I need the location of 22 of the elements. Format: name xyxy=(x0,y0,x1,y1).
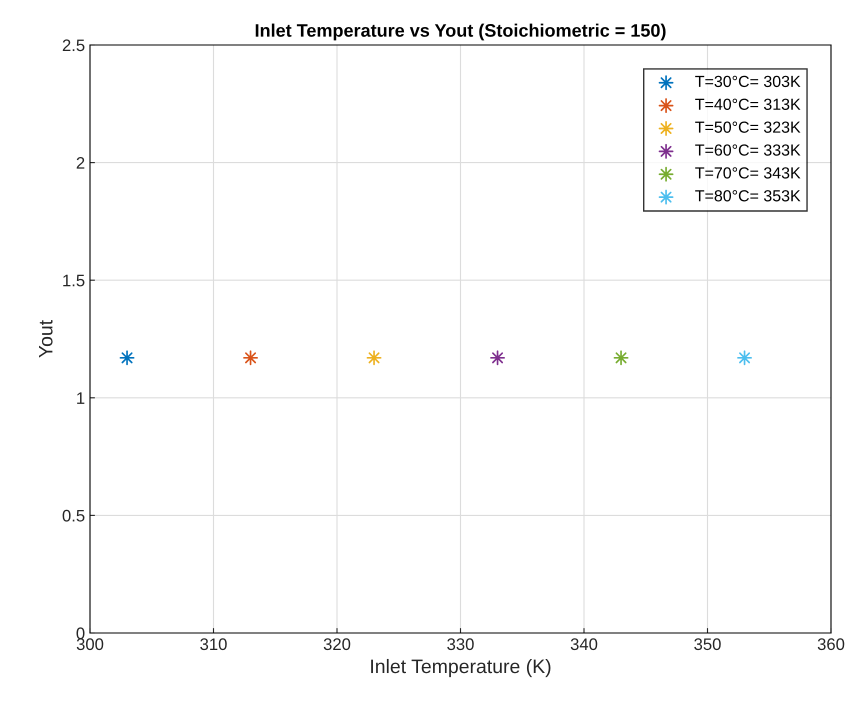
y-axis-title: Yout xyxy=(39,320,53,358)
x-tick-label: 340 xyxy=(570,638,598,650)
legend-label: T=60°C= 333K xyxy=(695,144,800,156)
x-tick-label: 360 xyxy=(818,638,844,650)
legend-label: T=40°C= 313K xyxy=(695,98,800,110)
legend-label: T=70°C= 343K xyxy=(695,167,800,179)
x-tick-label: 330 xyxy=(447,638,474,650)
y-tick-label: 0.5 xyxy=(62,510,84,522)
legend-label: T=30°C= 303K xyxy=(695,76,800,88)
y-tick-label: 1 xyxy=(77,392,84,404)
x-tick-label: 350 xyxy=(694,638,721,650)
x-tick-label: 310 xyxy=(200,638,227,650)
y-tick-label: 1.5 xyxy=(63,274,84,286)
y-tick-label: 2.5 xyxy=(62,39,84,52)
x-tick-label: 320 xyxy=(324,638,350,650)
y-tick-label: 2 xyxy=(76,157,84,169)
chart-title: Inlet Temperature vs Yout (Stoichiometric = 150) xyxy=(256,24,666,40)
x-axis-title: Inlet Temperature (K) xyxy=(371,658,550,678)
legend-label: T=80°C= 353K xyxy=(695,190,800,202)
y-tick-label: 0 xyxy=(76,627,84,640)
legend-label: T=50°C= 323K xyxy=(695,122,800,133)
x-tick-label: 300 xyxy=(76,638,104,650)
